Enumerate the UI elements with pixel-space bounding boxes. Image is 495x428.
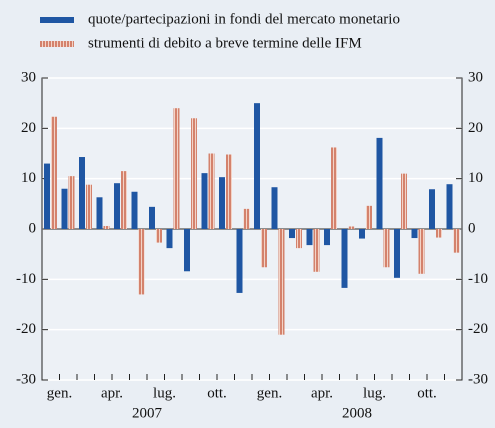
bar (324, 229, 330, 246)
y2-tick-label: 30 (468, 69, 483, 85)
legend-swatch (40, 17, 74, 23)
bar (149, 206, 155, 229)
bar (278, 229, 285, 335)
bar (226, 154, 232, 229)
y2-tick-label: 10 (468, 170, 483, 186)
y-tick-label: -10 (16, 271, 36, 287)
bar (331, 147, 337, 229)
bar (219, 177, 225, 229)
y-tick-label: 20 (21, 120, 36, 136)
bar (383, 229, 390, 268)
bar (341, 229, 348, 288)
bar (86, 184, 92, 229)
bar (418, 229, 425, 274)
bar (114, 183, 120, 229)
bar (366, 205, 372, 229)
x-tick-label: ott. (417, 385, 437, 401)
y-tick-label: -30 (16, 371, 36, 387)
y2-tick-label: -20 (468, 321, 488, 337)
bar (394, 229, 400, 278)
x-tick-label: lug. (363, 385, 386, 401)
bar (313, 229, 320, 272)
y-tick-label: 0 (29, 220, 37, 236)
bar (306, 229, 313, 246)
x-tick-label: apr. (101, 385, 123, 401)
x-tick-label: apr. (311, 385, 333, 401)
bar (138, 229, 145, 295)
x-tick-label: gen. (257, 385, 282, 401)
bar (453, 229, 460, 253)
x-tick-label: ott. (207, 385, 227, 401)
bar (436, 229, 442, 238)
bar (156, 229, 162, 243)
bar (446, 184, 453, 229)
bar (401, 173, 407, 229)
bar (44, 163, 50, 229)
bar (61, 188, 68, 229)
bar (271, 187, 278, 229)
bar (79, 157, 85, 229)
y-tick-label: 10 (21, 170, 36, 186)
bar (243, 208, 250, 229)
y-tick-label: 30 (21, 69, 36, 85)
bar (68, 176, 75, 229)
year-label: 2008 (342, 405, 372, 421)
legend-swatch (40, 41, 74, 47)
bar (348, 226, 355, 229)
bar (131, 191, 138, 229)
y-tick-label: -20 (16, 321, 36, 337)
bar (173, 108, 180, 229)
year-label: 2007 (132, 405, 163, 421)
x-tick-label: gen. (47, 385, 72, 401)
y2-tick-label: -30 (468, 371, 488, 387)
bar (51, 116, 57, 229)
bar (201, 173, 208, 229)
y2-tick-label: -10 (468, 271, 488, 287)
bar (236, 229, 243, 293)
bar (166, 229, 173, 249)
bar (429, 189, 435, 229)
bar (103, 225, 110, 229)
bar (296, 229, 302, 249)
y2-tick-label: 20 (468, 120, 483, 136)
bar (411, 229, 418, 239)
bar (261, 229, 267, 268)
bar (254, 103, 260, 229)
bar (121, 171, 127, 229)
y2-tick-label: 0 (468, 220, 476, 236)
bar (96, 197, 103, 229)
bar (191, 118, 197, 229)
bar (359, 229, 365, 239)
bar (376, 137, 383, 229)
legend-label: quote/partecipazioni in fondi del mercat… (88, 11, 400, 27)
legend-label: strumenti di debito a breve termine dell… (88, 35, 362, 51)
bar (208, 153, 215, 229)
bar (184, 229, 190, 272)
bar (289, 229, 295, 239)
x-tick-label: lug. (153, 385, 176, 401)
